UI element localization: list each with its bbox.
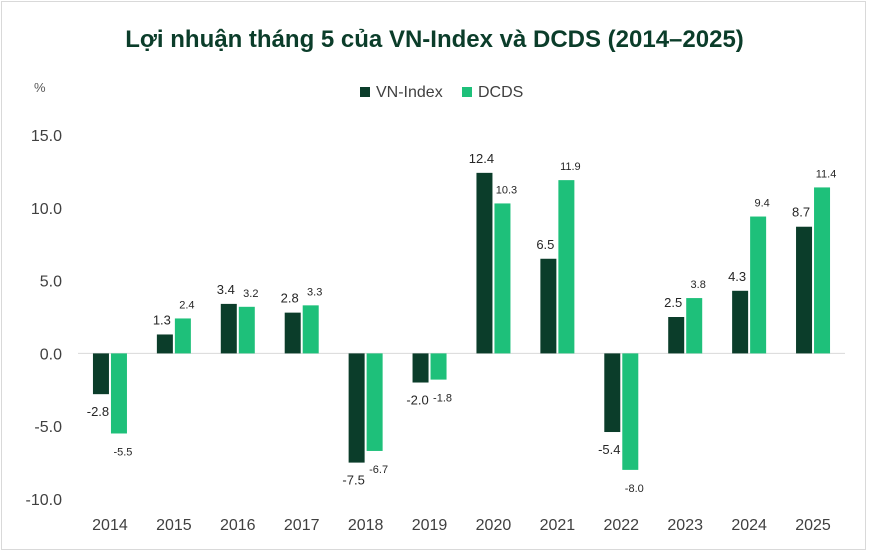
data-label-dcds: 10.3 [496,184,517,196]
data-label-vn-index: 8.7 [792,205,810,220]
y-tick-label: 10.0 [31,201,62,218]
x-tick-label: 2022 [603,517,639,534]
x-tick-label: 2016 [220,517,256,534]
data-label-vn-index: 2.8 [281,291,299,306]
bar-dcds [238,306,255,354]
data-label-vn-index: 3.4 [217,282,235,297]
x-tick-label: 2015 [156,517,192,534]
bar-dcds [494,203,511,354]
data-label-vn-index: -7.5 [342,473,364,488]
data-label-dcds: -8.0 [625,483,644,495]
bar-dcds [558,180,575,354]
bar-vn-index [92,353,109,395]
data-label-vn-index: 12.4 [469,151,494,166]
data-label-vn-index: 6.5 [536,237,554,252]
x-tick-label: 2018 [348,517,384,534]
legend-swatch-1 [360,87,370,97]
bar-dcds [750,216,767,354]
y-axis-unit: % [34,80,46,95]
y-tick-label: 0.0 [40,346,62,363]
data-label-vn-index: 1.3 [153,312,171,327]
bar-dcds [366,353,383,451]
data-label-dcds: 2.4 [179,299,194,311]
data-label-dcds: 3.3 [307,286,322,298]
bar-vn-index [668,317,685,354]
bar-dcds [174,318,191,354]
data-label-dcds: 3.8 [691,279,706,291]
x-tick-label: 2021 [540,517,576,534]
x-tick-label: 2025 [795,517,831,534]
bar-dcds [302,305,319,354]
bar-vn-index [412,353,429,383]
bar-vn-index [796,226,813,354]
data-label-vn-index: -2.0 [406,393,428,408]
data-label-vn-index: 4.3 [728,269,746,284]
x-tick-label: 2019 [412,517,448,534]
x-tick-label: 2014 [92,517,128,534]
data-label-dcds: 11.9 [560,161,581,173]
data-label-dcds: 9.4 [754,198,769,210]
bar-vn-index [348,353,365,463]
x-tick-label: 2023 [667,517,703,534]
chart-title: Lợi nhuận tháng 5 của VN-Index và DCDS (… [125,26,744,53]
bar-dcds [430,353,447,380]
y-tick-label: 5.0 [40,274,62,291]
data-label-vn-index: -5.4 [598,442,620,457]
data-label-dcds: -6.7 [369,464,388,476]
legend-label-2: DCDS [478,84,523,101]
data-label-dcds: -1.8 [433,393,452,405]
y-tick-label: -10.0 [26,492,63,509]
legend-swatch-2 [462,87,472,97]
bar-vn-index [220,303,237,354]
data-label-dcds: 11.4 [816,168,837,180]
data-label-vn-index: -2.8 [87,404,109,419]
x-tick-label: 2020 [476,517,512,534]
bar-vn-index [604,353,621,433]
legend-label-1: VN-Index [376,84,443,101]
data-label-vn-index: 2.5 [664,295,682,310]
bar-dcds [110,353,127,434]
bar-dcds [622,353,639,470]
bar-vn-index [284,312,301,354]
bar-dcds [686,298,703,354]
y-tick-label: -5.0 [34,419,62,436]
bar-dcds [814,187,831,354]
bar-vn-index [476,172,493,354]
data-label-dcds: -5.5 [113,446,132,458]
bar-vn-index [540,258,557,354]
y-tick-label: 15.0 [31,128,62,145]
x-tick-label: 2017 [284,517,320,534]
data-label-dcds: 3.2 [243,288,258,300]
bar-vn-index [156,334,173,354]
x-tick-label: 2024 [731,517,767,534]
bar-vn-index [732,290,749,354]
